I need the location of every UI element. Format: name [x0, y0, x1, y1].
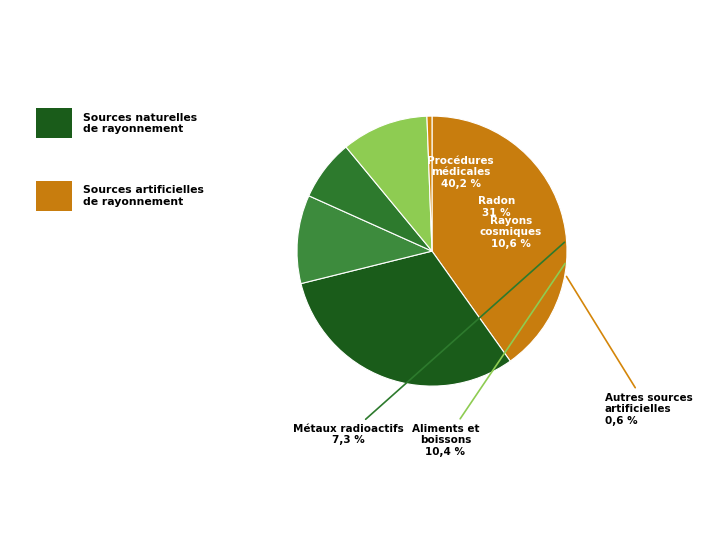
- Bar: [36, 181, 72, 211]
- Text: Métaux radioactifs
7,3 %: Métaux radioactifs 7,3 %: [293, 242, 564, 446]
- Bar: [36, 108, 72, 138]
- Text: Rayons
cosmiques
10,6 %: Rayons cosmiques 10,6 %: [480, 215, 542, 249]
- Wedge shape: [427, 116, 432, 251]
- Text: Radon
31 %: Radon 31 %: [478, 196, 516, 218]
- Wedge shape: [432, 116, 567, 361]
- Text: Sources artificielles
de rayonnement: Sources artificielles de rayonnement: [83, 185, 204, 207]
- Text: Sources of radioactivity for the average Canadian adult: Sources of radioactivity for the average…: [165, 30, 710, 48]
- Text: 14: 14: [681, 510, 702, 525]
- Wedge shape: [346, 116, 432, 251]
- Wedge shape: [309, 147, 432, 251]
- Text: Aliments et
boissons
10,4 %: Aliments et boissons 10,4 %: [412, 264, 565, 457]
- Text: Procédures
médicales
40,2 %: Procédures médicales 40,2 %: [428, 156, 494, 189]
- Wedge shape: [301, 251, 510, 386]
- Text: Autres sources
artificielles
0,6 %: Autres sources artificielles 0,6 %: [567, 276, 693, 426]
- Text: Sources naturelles
de rayonnement: Sources naturelles de rayonnement: [83, 112, 197, 134]
- Wedge shape: [297, 196, 432, 284]
